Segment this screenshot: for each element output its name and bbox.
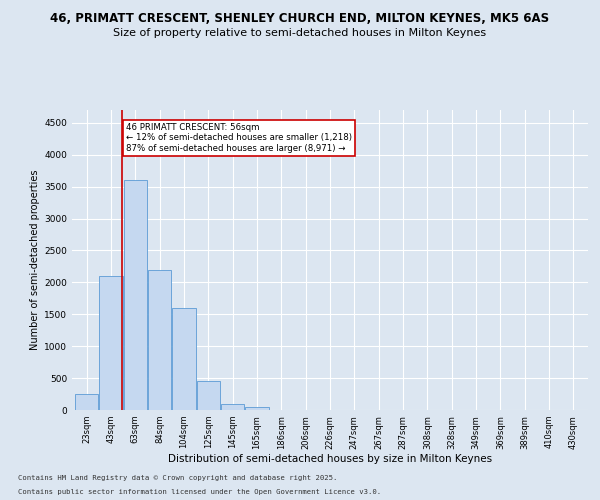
Bar — [172, 308, 196, 410]
Bar — [148, 270, 171, 410]
Text: Contains public sector information licensed under the Open Government Licence v3: Contains public sector information licen… — [18, 489, 381, 495]
Bar — [197, 382, 220, 410]
Text: 46 PRIMATT CRESCENT: 56sqm
← 12% of semi-detached houses are smaller (1,218)
87%: 46 PRIMATT CRESCENT: 56sqm ← 12% of semi… — [126, 123, 352, 152]
Bar — [100, 276, 122, 410]
X-axis label: Distribution of semi-detached houses by size in Milton Keynes: Distribution of semi-detached houses by … — [168, 454, 492, 464]
Bar — [75, 394, 98, 410]
Text: Contains HM Land Registry data © Crown copyright and database right 2025.: Contains HM Land Registry data © Crown c… — [18, 475, 337, 481]
Bar — [221, 404, 244, 410]
Y-axis label: Number of semi-detached properties: Number of semi-detached properties — [30, 170, 40, 350]
Bar — [245, 407, 269, 410]
Bar — [124, 180, 147, 410]
Text: Size of property relative to semi-detached houses in Milton Keynes: Size of property relative to semi-detach… — [113, 28, 487, 38]
Text: 46, PRIMATT CRESCENT, SHENLEY CHURCH END, MILTON KEYNES, MK5 6AS: 46, PRIMATT CRESCENT, SHENLEY CHURCH END… — [50, 12, 550, 26]
